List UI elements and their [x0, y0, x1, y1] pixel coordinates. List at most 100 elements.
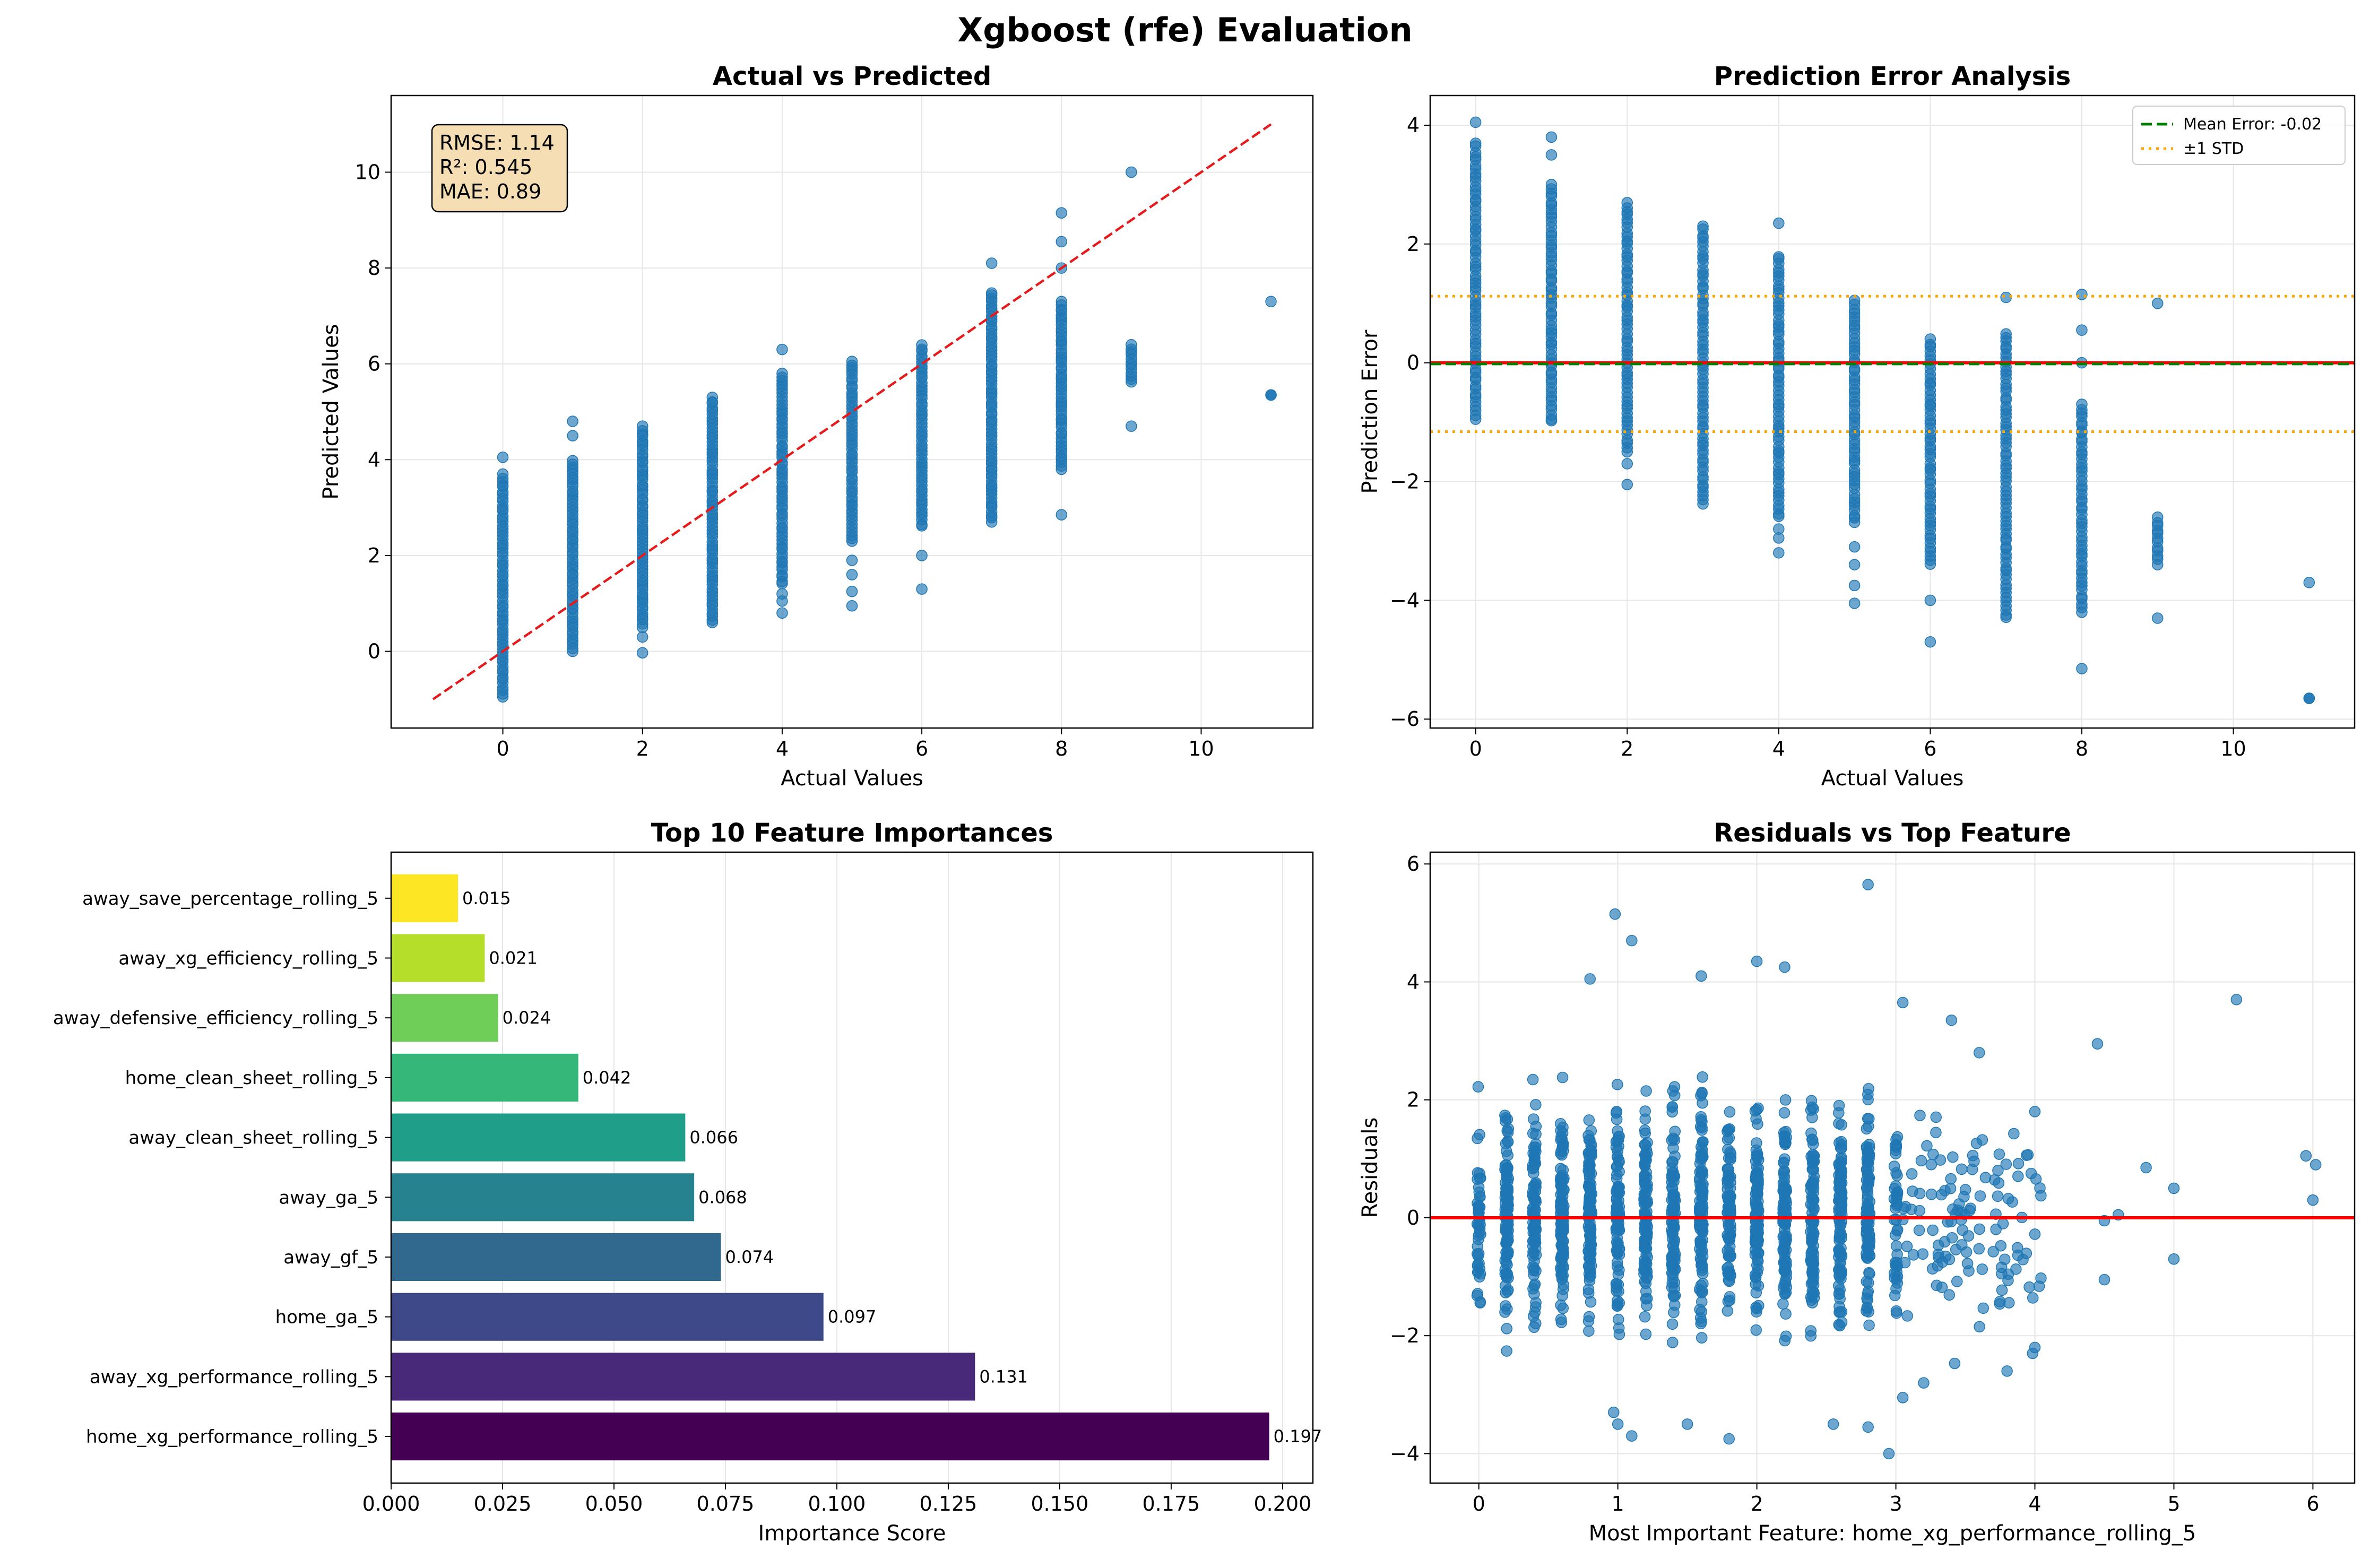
data-point — [1500, 1145, 1512, 1157]
data-point — [1778, 1282, 1789, 1294]
data-point — [1639, 1124, 1651, 1136]
data-point — [1752, 1235, 1764, 1246]
data-point — [1696, 1306, 1708, 1318]
data-point — [1639, 1254, 1650, 1266]
panel-title: Prediction Error Analysis — [1714, 62, 2071, 91]
data-point — [1897, 1392, 1909, 1404]
data-point — [1611, 1106, 1623, 1117]
data-point — [1583, 1114, 1595, 1126]
data-point — [1773, 217, 1785, 229]
category-label: away_gf_5 — [283, 1247, 378, 1268]
data-point — [1499, 1306, 1511, 1318]
data-point — [1861, 1202, 1873, 1215]
y-tick-label: 4 — [368, 448, 380, 471]
data-point — [1639, 1175, 1651, 1187]
data-point — [1848, 579, 1861, 592]
data-point — [1891, 1224, 1904, 1236]
importance-bar — [391, 1233, 721, 1281]
data-point — [1723, 1132, 1735, 1143]
data-point — [1696, 1153, 1708, 1164]
data-point — [1500, 1177, 1511, 1189]
x-axis-label: Most Important Feature: home_xg_performa… — [1589, 1521, 2196, 1546]
data-point — [1585, 1221, 1596, 1233]
data-point — [1778, 1256, 1791, 1268]
data-point — [1960, 1246, 1973, 1258]
data-point — [1666, 1318, 1679, 1330]
data-point — [1668, 1134, 1681, 1146]
data-point — [2307, 1194, 2319, 1206]
bar-value-label: 0.197 — [1274, 1426, 1322, 1446]
data-point — [1926, 1263, 1939, 1275]
data-point — [2010, 1263, 2022, 1275]
data-point — [1502, 1127, 1514, 1138]
data-point — [1681, 1418, 1693, 1430]
data-point — [1752, 1118, 1763, 1130]
x-tick-label: 8 — [1055, 737, 1068, 760]
data-point — [497, 452, 509, 463]
data-point — [1265, 389, 1277, 401]
data-point — [1528, 1167, 1539, 1179]
data-point — [1956, 1163, 1968, 1175]
data-point — [1835, 1183, 1847, 1195]
data-point — [1583, 1157, 1595, 1168]
y-tick-label: 4 — [1407, 114, 1420, 137]
x-tick-label: 6 — [1924, 737, 1936, 760]
data-point — [1994, 1298, 2006, 1310]
data-point — [1833, 1287, 1845, 1299]
data-point — [1833, 1306, 1845, 1318]
data-point — [1723, 1433, 1735, 1445]
data-point — [1966, 1164, 1978, 1175]
data-point — [1996, 1284, 2008, 1296]
figure-title: Xgboost (rfe) Evaluation — [957, 11, 1412, 49]
data-point — [1557, 1121, 1569, 1133]
data-point — [1833, 1099, 1845, 1112]
bar-value-label: 0.021 — [489, 948, 538, 968]
importance-bar — [391, 1353, 975, 1401]
data-point — [1529, 1301, 1542, 1313]
data-point — [1807, 1138, 1819, 1150]
category-label: home_clean_sheet_rolling_5 — [125, 1068, 378, 1089]
stats-box — [431, 124, 568, 213]
data-point — [1667, 1337, 1679, 1348]
data-point — [1669, 1255, 1681, 1267]
data-point — [1779, 1137, 1791, 1149]
importance-bar — [391, 934, 485, 982]
data-point — [1527, 1073, 1539, 1086]
data-point — [1889, 1289, 1901, 1302]
data-point — [2035, 1272, 2047, 1284]
data-point — [497, 468, 509, 480]
data-point — [1906, 1168, 1918, 1180]
data-point — [1545, 179, 1558, 190]
data-point — [1931, 1279, 1943, 1292]
data-point — [985, 287, 998, 299]
data-point — [1695, 1089, 1707, 1102]
data-point — [1974, 1321, 1985, 1332]
data-point — [846, 555, 858, 566]
data-point — [1750, 1324, 1762, 1336]
data-point — [1528, 1202, 1540, 1214]
y-tick-label: 0 — [1407, 351, 1420, 375]
data-point — [2023, 1281, 2035, 1293]
y-axis-label: Prediction Error — [1358, 330, 1382, 493]
data-point — [1639, 1311, 1651, 1323]
data-point — [1667, 1240, 1679, 1252]
data-point — [1613, 1224, 1625, 1236]
data-point — [1545, 149, 1558, 161]
data-point — [1527, 1250, 1539, 1262]
importance-bar — [391, 1053, 578, 1102]
y-tick-label: 4 — [1407, 970, 1420, 993]
y-tick-label: 2 — [1407, 232, 1420, 256]
category-label: away_ga_5 — [279, 1187, 378, 1208]
data-point — [1472, 1260, 1484, 1272]
data-point — [1848, 541, 1861, 553]
data-point — [1555, 1262, 1567, 1274]
x-tick-label: 5 — [2167, 1492, 2180, 1515]
data-point — [1528, 1150, 1541, 1163]
data-point — [1962, 1230, 1975, 1242]
data-point — [1807, 1155, 1819, 1166]
data-point — [706, 392, 719, 403]
data-point — [1667, 1220, 1680, 1232]
x-tick-label: 8 — [2075, 737, 2088, 760]
axes-frame — [390, 94, 1314, 729]
data-point — [2029, 1228, 2041, 1240]
